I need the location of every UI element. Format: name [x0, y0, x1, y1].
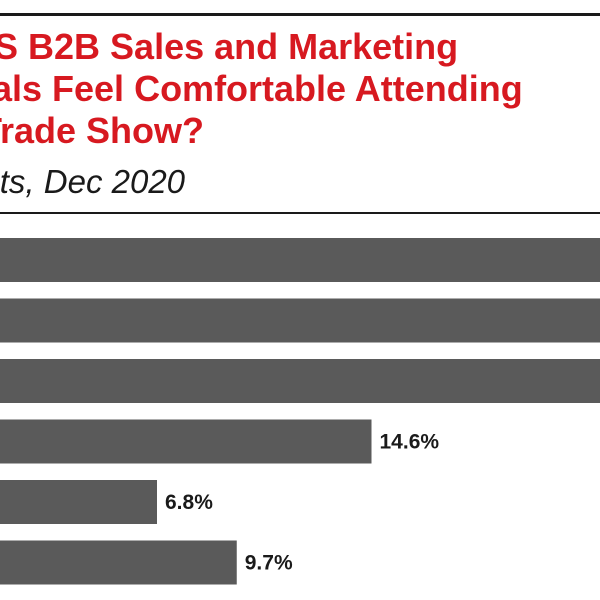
- bar-4: [0, 419, 372, 464]
- chart-title-line-2: onals Feel Comfortable Attending: [0, 68, 523, 109]
- title-divider: [0, 212, 600, 214]
- chart-title-line-1: l US B2B Sales and Marketing: [0, 26, 459, 67]
- bar-2: [0, 298, 600, 343]
- bar-5: [0, 480, 157, 524]
- bar-value-label-6: 9.7%: [245, 552, 293, 575]
- bar-6: [0, 540, 237, 585]
- chart-subtitle: ondents, Dec 2020: [0, 163, 186, 200]
- bar-value-label-4: 14.6%: [380, 431, 440, 454]
- bar-3: [0, 359, 600, 403]
- chart-title: l US B2B Sales and Marketing onals Feel …: [0, 26, 600, 152]
- chart-title-line-3: n Trade Show?: [0, 110, 205, 151]
- bar-value-label-5: 6.8%: [165, 491, 213, 514]
- top-divider: [0, 13, 600, 16]
- bar-1: [0, 238, 600, 282]
